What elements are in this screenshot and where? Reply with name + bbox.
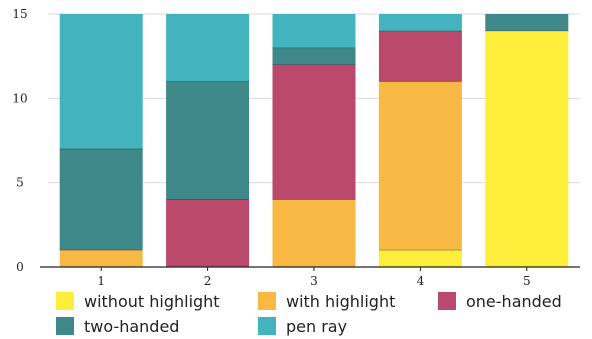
legend-label: with highlight — [286, 292, 395, 311]
y-tick-label: 10 — [12, 91, 27, 105]
axes: 0 5 10 15 1 2 3 4 5 — [12, 7, 580, 288]
bar-1-series-1 — [59, 250, 143, 267]
legend: without highlight with highlight one-hande… — [56, 292, 562, 336]
bar-1-series-4 — [59, 14, 143, 149]
x-tick-label: 3 — [310, 274, 318, 288]
legend-label: two-handed — [84, 317, 179, 336]
bar-5-series-3 — [485, 14, 569, 31]
bar-4-series-4 — [378, 14, 462, 31]
legend-swatch — [258, 292, 276, 310]
legend-swatch — [56, 317, 74, 335]
bar-4-series-2 — [378, 30, 462, 82]
bars — [59, 14, 569, 267]
bar-1-series-3 — [59, 148, 143, 251]
x-tick-label: 4 — [417, 274, 425, 288]
bar-4-series-1 — [378, 81, 462, 251]
legend-swatch — [438, 292, 456, 310]
x-tick-label: 2 — [204, 274, 212, 288]
legend-label: without highlight — [84, 292, 220, 311]
legend-label: one-handed — [466, 292, 562, 311]
x-tick-label: 1 — [97, 274, 105, 288]
bar-5-series-0 — [485, 30, 569, 267]
bar-2-series-3 — [166, 81, 250, 200]
bar-3-series-4 — [272, 14, 356, 48]
bar-3-series-3 — [272, 47, 356, 65]
legend-label: pen ray — [286, 317, 347, 336]
bar-2-series-2 — [166, 199, 250, 267]
legend-swatch — [258, 317, 276, 335]
y-tick-label: 5 — [16, 176, 24, 190]
bar-2-series-4 — [166, 14, 250, 82]
x-tick-label: 5 — [523, 274, 531, 288]
legend-swatch — [56, 292, 74, 310]
bar-3-series-1 — [272, 199, 356, 267]
bar-3-series-2 — [272, 64, 356, 200]
bar-4-series-0 — [378, 250, 462, 267]
y-tick-label: 15 — [12, 7, 27, 21]
y-tick-label: 0 — [16, 260, 24, 274]
